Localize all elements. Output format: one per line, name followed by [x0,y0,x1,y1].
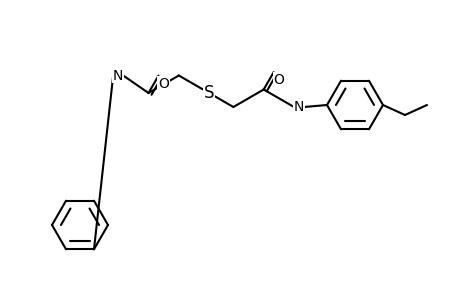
Text: O: O [158,77,168,91]
Text: O: O [273,73,284,87]
Text: N: N [293,100,303,114]
Text: S: S [203,84,214,102]
Text: N: N [113,68,123,83]
